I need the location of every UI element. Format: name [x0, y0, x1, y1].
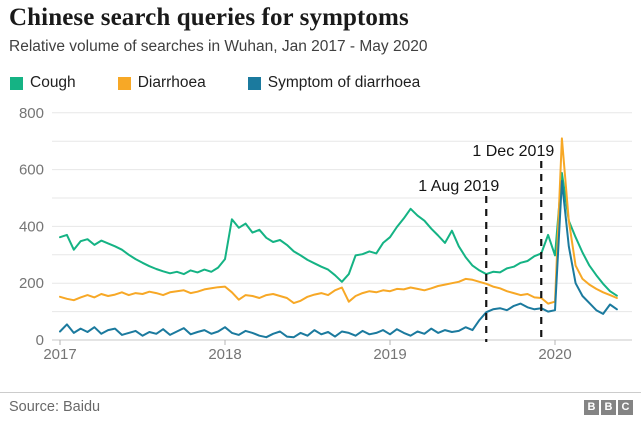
legend-item-2: Symptom of diarrhoea	[247, 74, 421, 92]
chart-canvas: 0 200 400 600 800 2017 2018 2019 2020 1 Aug 2019 1…	[19, 105, 632, 363]
source-label: Source: Baidu	[9, 399, 101, 415]
chart-subtitle: Relative volume of searches in Wuhan, Ja…	[9, 38, 428, 55]
series-line-cough	[59, 172, 618, 297]
annotation-label: 1 Aug 2019	[418, 178, 499, 195]
legend-label: Diarrhoea	[137, 74, 206, 91]
page-title: Chinese search queries for symptoms	[9, 4, 409, 31]
y-tick-label: 400	[19, 218, 44, 235]
chart-area: 0 200 400 600 800 2017 2018 2019 2020 1 Aug 2019 1…	[0, 99, 641, 371]
legend-label: Symptom of diarrhoea	[267, 74, 421, 91]
x-tick-label: 2017	[43, 346, 76, 363]
x-tick-label: 2018	[208, 346, 241, 363]
x-tick-label: 2020	[538, 346, 571, 363]
bbc-logo-block: B	[584, 399, 599, 415]
y-tick-label: 800	[19, 105, 44, 122]
series-line-symptom-of-diarrhoea	[59, 180, 618, 339]
x-tick-label: 2019	[373, 346, 406, 363]
legend-item-0: Cough	[10, 74, 76, 92]
bbc-logo-block: B	[601, 399, 616, 415]
y-tick-label: 200	[19, 275, 44, 292]
legend-label: Cough	[30, 74, 76, 91]
bbc-logo-block: C	[618, 399, 633, 415]
series-line-diarrhoea	[59, 137, 618, 305]
annotation-label: 1 Dec 2019	[472, 143, 554, 160]
legend-item-1: Diarrhoea	[117, 74, 206, 92]
legend-swatch-icon	[10, 76, 23, 90]
y-tick-label: 600	[19, 162, 44, 179]
y-tick-label: 0	[36, 332, 44, 349]
legend-swatch-icon	[247, 76, 261, 90]
chart-legend: Cough Diarrhoea Symptom of diarrhoea	[10, 74, 420, 92]
legend-swatch-icon	[117, 76, 131, 90]
